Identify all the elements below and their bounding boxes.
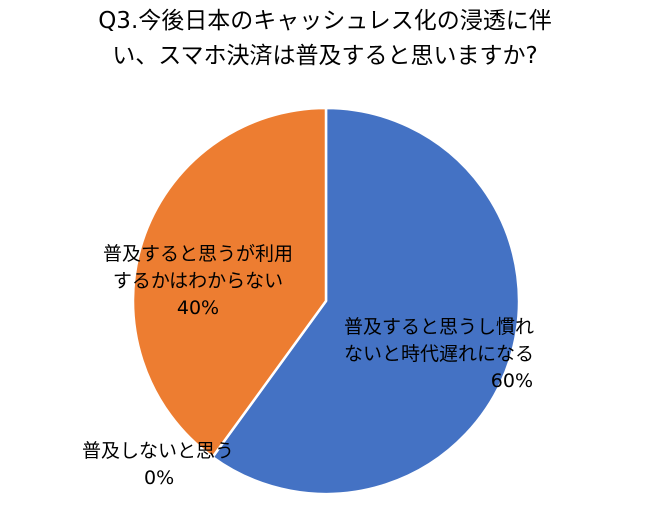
slice-label-accept-line-1: 普及すると思うし慣れ <box>343 316 534 338</box>
slice-label-no-line-1: 普及しないと思う <box>82 440 235 462</box>
chart-title-line-1: Q3.今後日本のキャッシュレス化の浸透に伴 <box>98 8 552 34</box>
slice-label-unsure: 普及すると思うが利用 するかはわからない 40% <box>88 241 308 322</box>
pie-slice-accept <box>211 106 521 496</box>
slice-label-accept-line-2: ないと時代遅れになる <box>343 343 534 365</box>
slice-label-no: 普及しないと思う 0% <box>82 438 262 492</box>
pie-slice-unsure <box>131 106 328 459</box>
slice-percent-unsure: 40% <box>176 297 220 319</box>
slice-label-unsure-line-1: 普及すると思うが利用 <box>102 243 293 265</box>
slice-label-accept: 普及すると思うし慣れ ないと時代遅れになる 60% <box>329 314 549 395</box>
slice-percent-no: 0% <box>144 467 175 489</box>
slice-label-unsure-line-2: するかはわからない <box>112 270 284 292</box>
chart-title-line-2: い、スマホ決済は普及すると思いますか? <box>112 43 538 69</box>
slice-percent-accept: 60% <box>490 370 533 392</box>
